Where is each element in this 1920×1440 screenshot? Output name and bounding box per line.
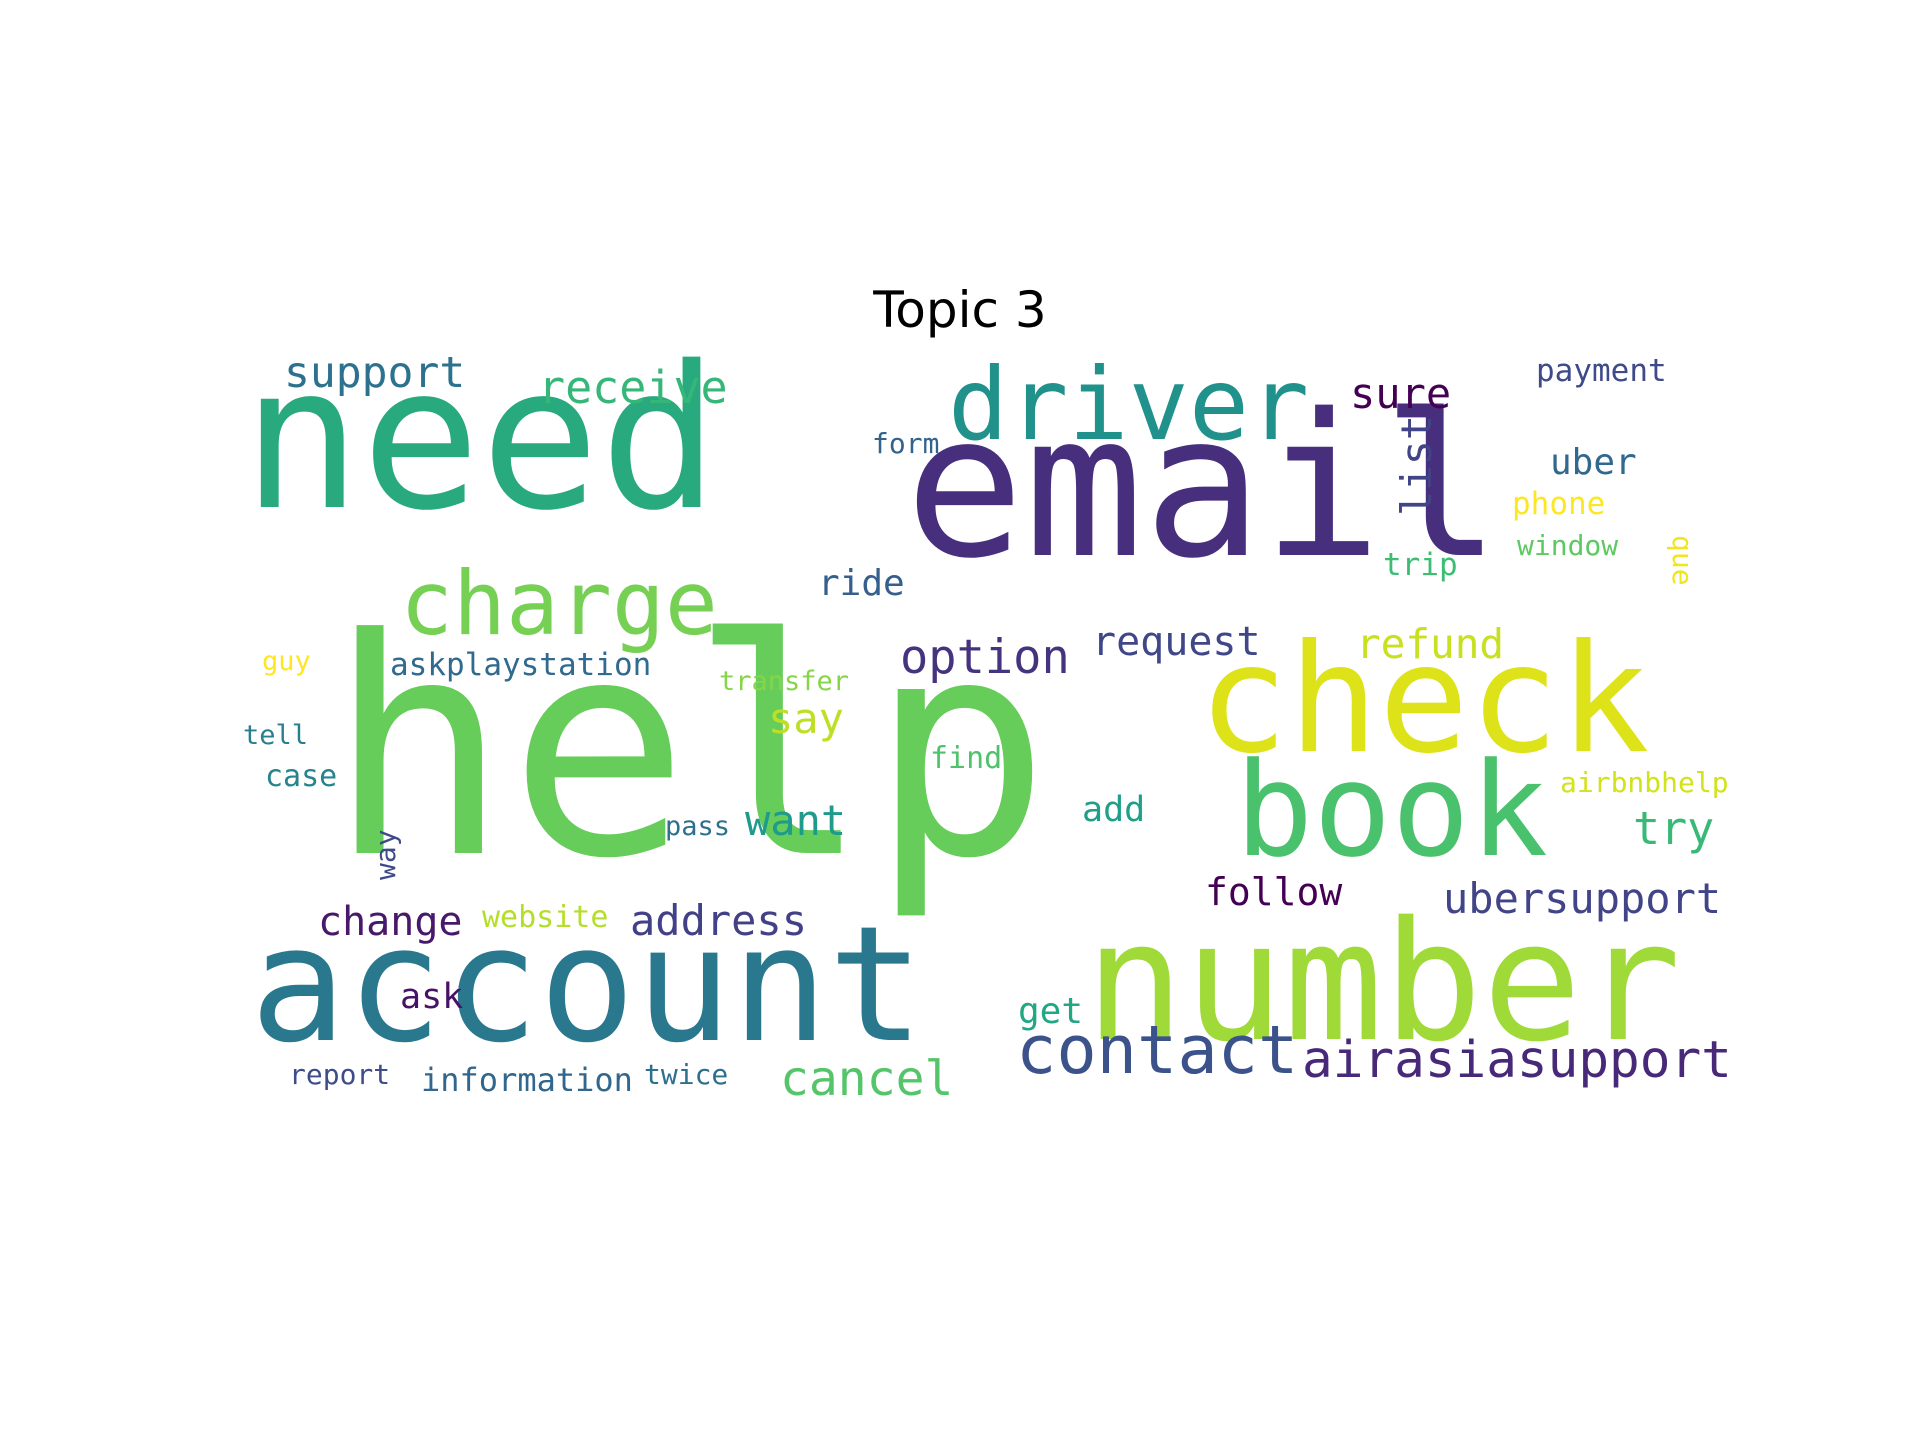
- word-ask: ask: [400, 977, 464, 1017]
- word-help: help: [328, 575, 1051, 924]
- word-add: add: [1082, 790, 1146, 830]
- word-payment: payment: [1536, 353, 1667, 389]
- word-book: book: [1235, 734, 1549, 886]
- word-follow: follow: [1205, 870, 1343, 914]
- word-receive: receive: [538, 361, 728, 414]
- word-information: information: [421, 1061, 633, 1099]
- figure-title: Topic 3: [873, 281, 1047, 339]
- word-say: say: [768, 694, 844, 743]
- word-pass: pass: [665, 811, 731, 842]
- word-uber: uber: [1550, 442, 1637, 483]
- word-airasiasupport: airasiasupport: [1302, 1031, 1732, 1090]
- word-way: way: [369, 829, 402, 880]
- word-ubersupport: ubersupport: [1443, 874, 1722, 923]
- word-support: support: [284, 348, 466, 398]
- word-report: report: [289, 1058, 391, 1091]
- word-charge: charge: [400, 552, 718, 655]
- word-change: change: [318, 899, 463, 945]
- word-case: case: [265, 759, 338, 794]
- word-list: list: [1392, 414, 1441, 516]
- word-trip: trip: [1383, 547, 1458, 583]
- word-website: website: [482, 900, 609, 935]
- word-option: option: [900, 630, 1070, 685]
- word-address: address: [630, 896, 808, 945]
- word-airbnbhelp: airbnbhelp: [1560, 766, 1729, 799]
- word-phone: phone: [1512, 486, 1606, 522]
- word-askplaystation: askplaystation: [390, 647, 652, 683]
- word-find: find: [930, 741, 1003, 776]
- word-sure: sure: [1350, 369, 1452, 418]
- word-transfer: transfer: [719, 666, 850, 697]
- word-account: account: [250, 891, 925, 1078]
- word-twice: twice: [644, 1058, 729, 1091]
- word-request: request: [1092, 619, 1261, 665]
- word-form: form: [872, 427, 940, 460]
- word-try: try: [1633, 802, 1715, 855]
- word-que: que: [1666, 535, 1699, 586]
- word-want: want: [745, 796, 847, 845]
- word-check: check: [1198, 613, 1650, 787]
- word-guy: guy: [262, 646, 311, 677]
- word-number: number: [1085, 886, 1682, 1078]
- word-ride: ride: [818, 563, 905, 604]
- word-cancel: cancel: [780, 1051, 954, 1107]
- word-driver: driver: [948, 346, 1310, 463]
- word-contact: contact: [1016, 1011, 1299, 1089]
- word-email: email: [905, 371, 1502, 602]
- word-need: need: [242, 323, 719, 554]
- word-window: window: [1517, 529, 1619, 562]
- word-get: get: [1018, 991, 1084, 1032]
- word-refund: refund: [1356, 620, 1505, 668]
- word-tell: tell: [243, 720, 309, 751]
